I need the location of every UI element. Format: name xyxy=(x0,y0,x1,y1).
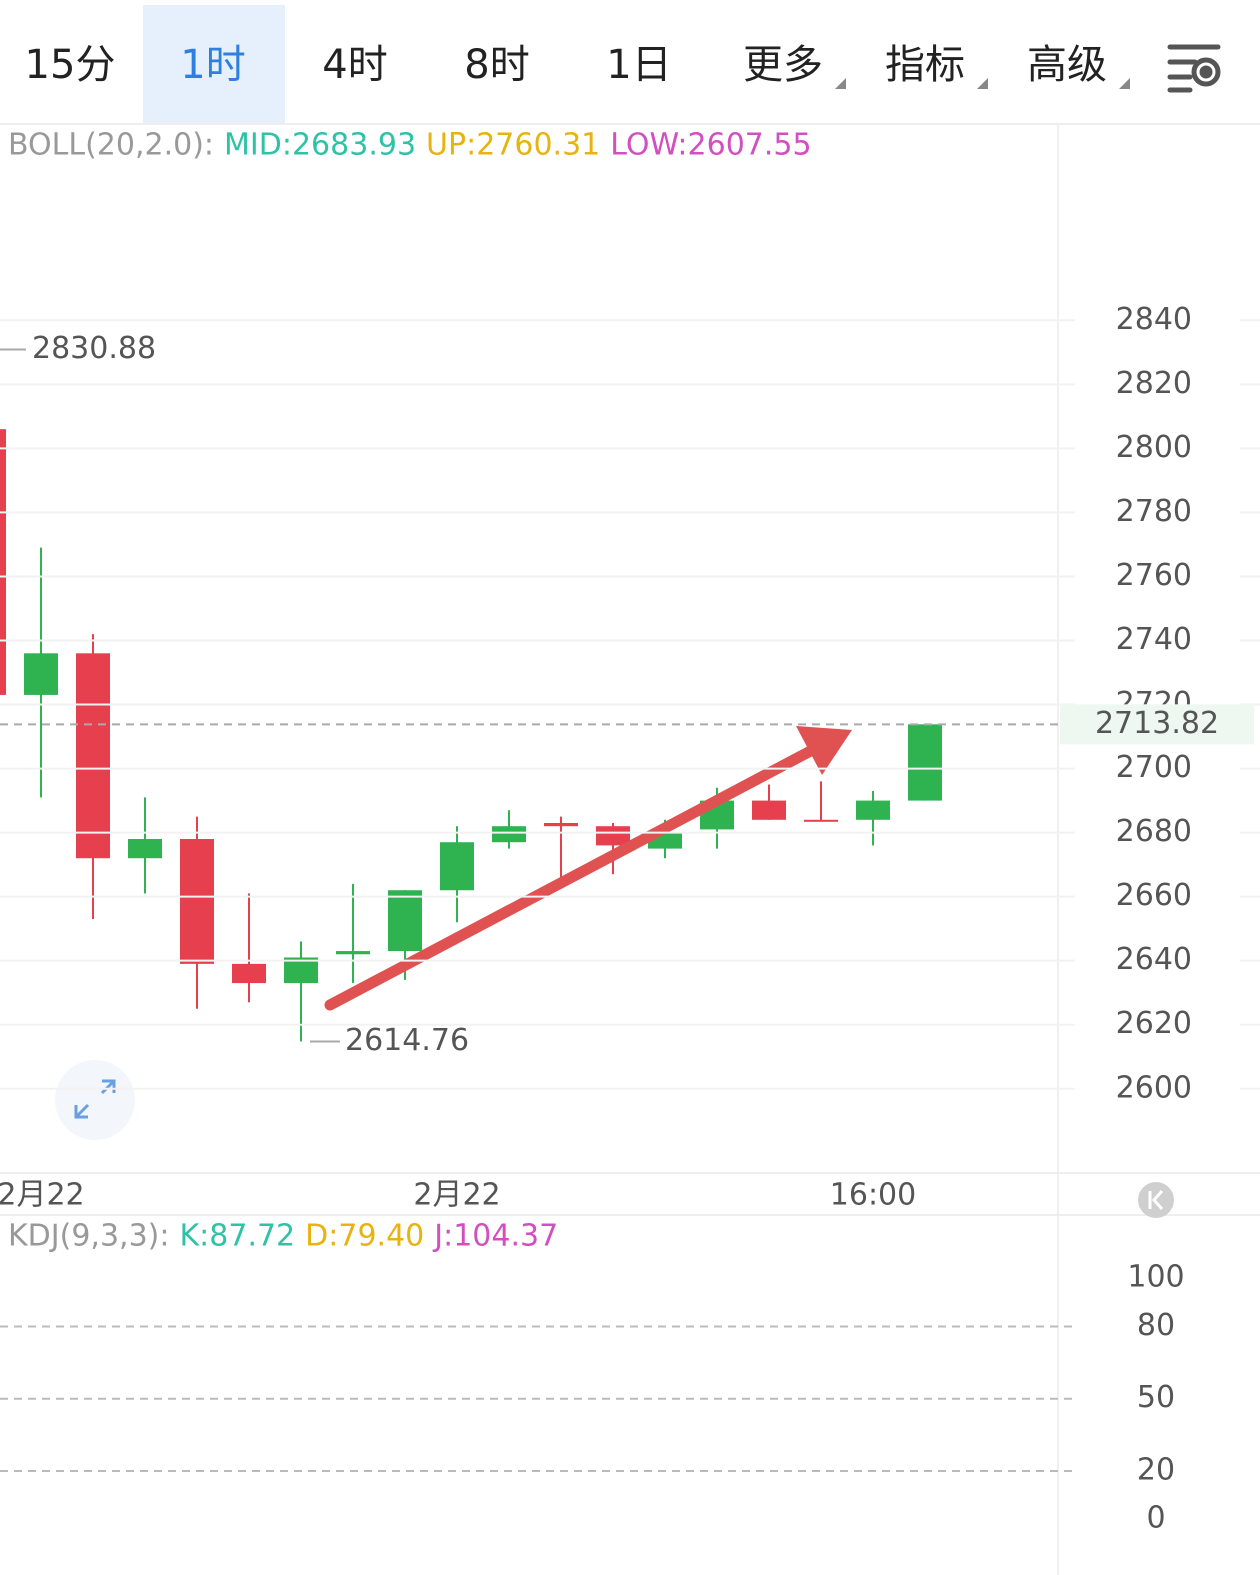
y-tick-label: 2840 xyxy=(1116,302,1192,337)
x-tick-label: 16:00 xyxy=(830,1178,916,1213)
last-price-box xyxy=(1060,704,1254,745)
candle-body xyxy=(0,429,6,695)
y-tick-label: 2620 xyxy=(1116,1006,1192,1041)
y-tick-label: 80 xyxy=(1137,1308,1175,1343)
x-tick-label: 2月22 xyxy=(413,1178,500,1213)
max-marker-label: 2830.88 xyxy=(32,331,156,366)
y-tick-label: 50 xyxy=(1137,1380,1175,1415)
tab[interactable]: 1日 xyxy=(606,42,671,88)
y-tick-label: 20 xyxy=(1137,1453,1175,1488)
candle-body xyxy=(856,800,890,820)
settings-icon[interactable] xyxy=(1167,44,1221,93)
tab[interactable]: 更多 xyxy=(743,42,823,88)
candle-body xyxy=(76,653,110,859)
candle-body xyxy=(24,653,58,695)
y-tick-label: 0 xyxy=(1146,1501,1165,1536)
tab[interactable]: 4时 xyxy=(322,42,387,88)
legend-entry: J:104.37 xyxy=(432,1219,558,1254)
tab[interactable]: 15分 xyxy=(25,42,116,88)
candle-body xyxy=(388,890,422,952)
y-tick-label: 2640 xyxy=(1116,942,1192,977)
legend-entry: KDJ(9,3,3): xyxy=(8,1219,169,1254)
active-tab-bg xyxy=(143,5,285,123)
y-tick-label: 2780 xyxy=(1116,494,1192,529)
candle-body xyxy=(492,826,526,843)
y-tick-label: 2760 xyxy=(1116,558,1192,593)
candle-body xyxy=(752,800,786,820)
tab[interactable]: 指标 xyxy=(885,42,965,88)
candle-body xyxy=(908,724,942,801)
candle-body xyxy=(232,963,266,984)
candle-body xyxy=(544,823,578,827)
legend-entry: D:79.40 xyxy=(305,1219,424,1254)
x-tick-label: 2月22 xyxy=(0,1178,85,1213)
candle-body xyxy=(128,839,162,859)
candle-body xyxy=(596,826,630,846)
legend-entry: LOW:2607.55 xyxy=(610,128,811,163)
dropdown-marks xyxy=(835,78,1130,89)
expand-button[interactable] xyxy=(55,1060,135,1140)
tab[interactable]: 高级 xyxy=(1027,42,1107,88)
y-tick-label: 2660 xyxy=(1116,878,1192,913)
candle-body xyxy=(804,819,838,822)
trend-arrow xyxy=(324,726,852,1011)
plot-area xyxy=(0,429,942,1042)
candle-body xyxy=(180,839,214,964)
y-tick-label: 2820 xyxy=(1116,366,1192,401)
candle-body xyxy=(440,842,474,891)
tab[interactable]: 1时 xyxy=(180,42,245,88)
y-tick-label: 2700 xyxy=(1116,750,1192,785)
y-tick-label: 2680 xyxy=(1116,814,1192,849)
legend-entry: BOLL(20,2.0): xyxy=(8,128,214,163)
y-tick-label: 100 xyxy=(1127,1260,1184,1295)
min-marker-label: 2614.76 xyxy=(345,1023,469,1058)
collapse-button[interactable] xyxy=(1138,1182,1174,1218)
legend-entry: MID:2683.93 xyxy=(224,128,416,163)
y-tick-label: 2740 xyxy=(1116,622,1192,657)
legend-entry: UP:2760.31 xyxy=(426,128,600,163)
legend-entry: K:87.72 xyxy=(179,1219,295,1254)
tab[interactable]: 8时 xyxy=(464,42,529,88)
last-price-label: 2713.82 xyxy=(1095,706,1219,741)
y-tick-label: 2600 xyxy=(1116,1070,1192,1105)
candle-body xyxy=(336,951,370,955)
candle-body xyxy=(284,957,318,984)
y-tick-label: 2800 xyxy=(1116,430,1192,465)
